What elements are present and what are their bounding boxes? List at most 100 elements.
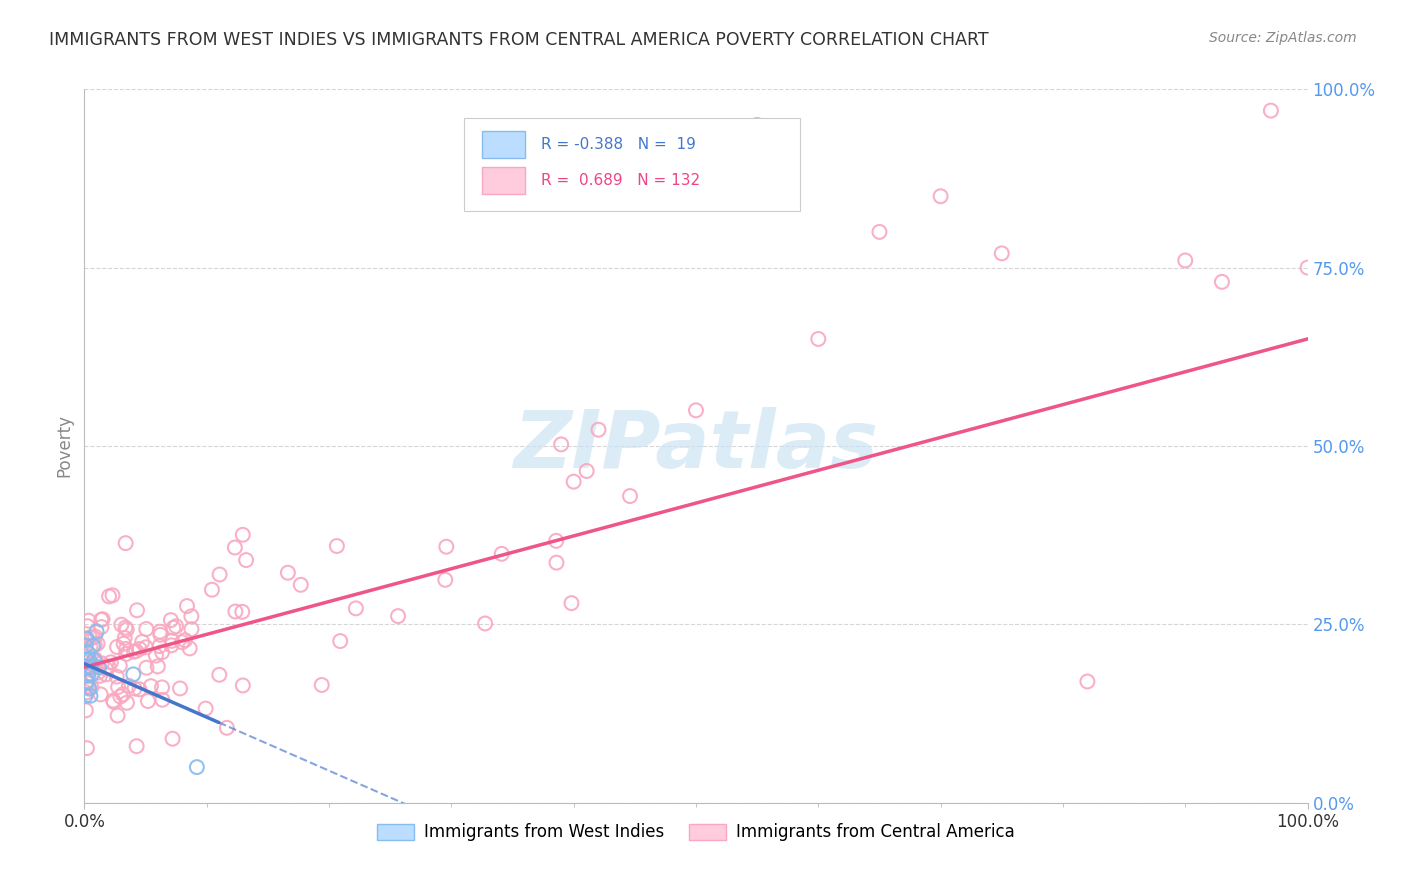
Point (79, 639, 101, 653)
Point (1296, 260, 1319, 275)
Point (76, 659, 98, 673)
Point (311, 678, 333, 692)
Point (231, 605, 253, 619)
Legend: Immigrants from West Indies, Immigrants from Central America: Immigrants from West Indies, Immigrants … (371, 817, 1021, 848)
Point (87, 660, 110, 674)
Point (1211, 275, 1233, 289)
Point (575, 464, 598, 478)
Point (131, 635, 153, 649)
Point (180, 609, 202, 624)
Point (111, 687, 134, 701)
Point (162, 731, 184, 746)
Point (76, 674, 98, 689)
Text: IMMIGRANTS FROM WEST INDIES VS IMMIGRANTS FROM CENTRAL AMERICA POVERTY CORRELATI: IMMIGRANTS FROM WEST INDIES VS IMMIGRANT… (49, 31, 988, 49)
Point (344, 601, 367, 615)
Point (76, 653, 98, 667)
Point (76, 619, 98, 633)
Text: ZIPatlas: ZIPatlas (513, 407, 879, 485)
Point (80, 681, 103, 695)
Point (90, 620, 112, 634)
Point (215, 721, 238, 735)
Point (75, 703, 97, 717)
FancyBboxPatch shape (464, 118, 800, 211)
Point (807, 332, 830, 346)
Point (79, 631, 101, 645)
Point (75, 685, 97, 699)
Point (105, 640, 128, 654)
Point (232, 678, 254, 692)
Point (329, 634, 352, 648)
Point (152, 692, 174, 706)
Point (86, 637, 108, 651)
Point (139, 679, 162, 693)
Point (77, 681, 100, 696)
Point (1174, 253, 1197, 268)
Point (174, 633, 197, 648)
Point (90, 657, 112, 671)
Point (169, 681, 191, 696)
Point (112, 637, 135, 651)
Point (235, 553, 257, 567)
Point (179, 641, 201, 656)
Point (685, 403, 707, 417)
Point (869, 225, 891, 239)
Point (135, 622, 157, 636)
Point (180, 622, 202, 636)
Point (136, 694, 159, 708)
Text: Source: ZipAtlas.com: Source: ZipAtlas.com (1209, 31, 1357, 45)
Y-axis label: Poverty: Poverty (55, 415, 73, 477)
Point (100, 655, 122, 669)
Point (146, 659, 169, 673)
Point (124, 681, 146, 696)
Point (550, 437, 572, 451)
Point (80, 657, 103, 672)
Point (114, 621, 136, 635)
Point (387, 609, 409, 624)
Point (224, 541, 246, 555)
Point (75, 680, 97, 694)
Point (277, 566, 299, 580)
Point (588, 423, 610, 437)
Point (101, 693, 124, 707)
Point (77, 653, 100, 667)
Point (619, 489, 641, 503)
Point (76, 632, 98, 646)
Point (150, 681, 173, 695)
Point (122, 667, 145, 681)
Point (105, 670, 128, 684)
Point (76, 656, 98, 670)
Point (90, 687, 112, 701)
Point (162, 621, 184, 635)
Text: R =  0.689   N = 132: R = 0.689 N = 132 (541, 173, 700, 188)
Point (75, 639, 97, 653)
Point (114, 536, 136, 550)
Point (80, 657, 103, 672)
Point (86, 656, 108, 670)
Text: R = -0.388   N =  19: R = -0.388 N = 19 (541, 137, 696, 153)
Point (434, 540, 457, 554)
Point (76, 741, 98, 756)
Point (160, 633, 183, 648)
Point (77, 646, 100, 660)
Point (77, 614, 100, 628)
Bar (482, 131, 524, 159)
Point (82, 639, 104, 653)
Point (83, 653, 105, 667)
Point (128, 642, 150, 657)
Point (122, 645, 145, 659)
Point (135, 640, 157, 655)
Point (491, 547, 513, 561)
Point (75, 660, 97, 674)
Point (208, 667, 231, 681)
Point (232, 528, 254, 542)
Point (89, 669, 111, 683)
Point (84, 652, 107, 666)
Point (562, 475, 585, 489)
Point (149, 628, 172, 642)
Point (186, 760, 208, 774)
Point (546, 533, 568, 548)
Point (82, 631, 104, 645)
Point (118, 679, 141, 693)
Point (224, 605, 246, 619)
Point (80, 667, 103, 681)
